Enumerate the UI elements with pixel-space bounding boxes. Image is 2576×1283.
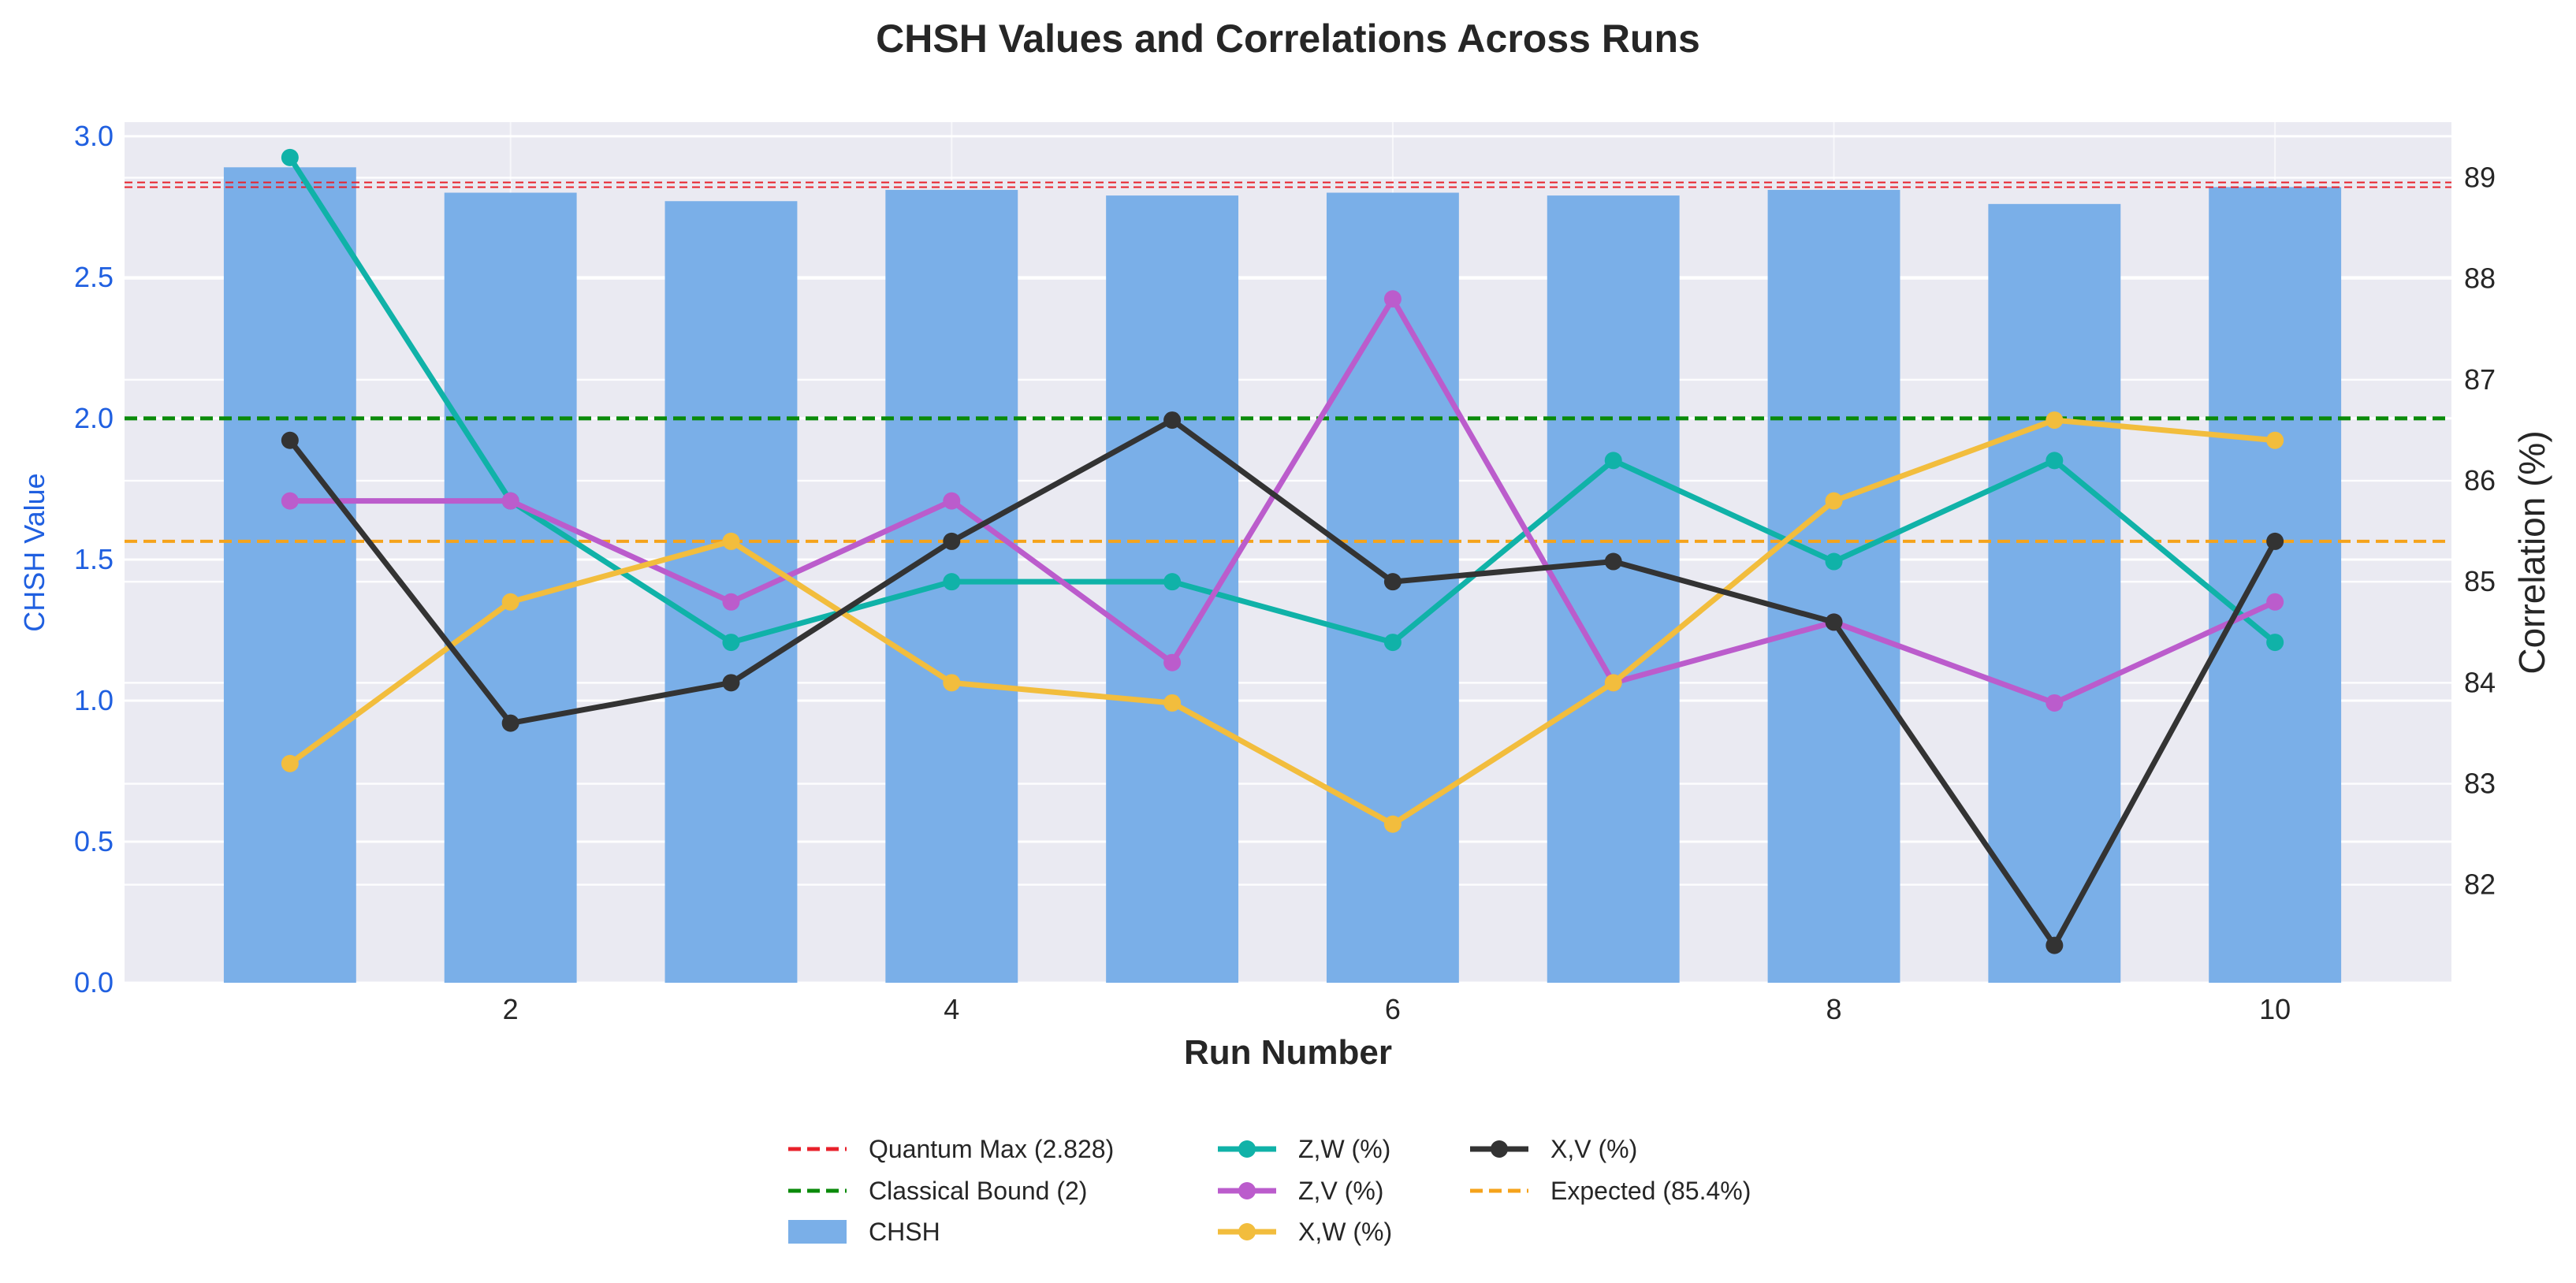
series-3-point-7 <box>1604 552 1622 571</box>
chart-title: CHSH Values and Correlations Across Runs <box>876 17 1700 61</box>
y-left-tick-0: 0.0 <box>74 966 114 999</box>
series-line-1 <box>289 296 2276 706</box>
x-tick-0: 2 <box>503 993 519 1025</box>
series-2-point-1 <box>281 754 299 772</box>
x-tick-2: 6 <box>1385 993 1401 1025</box>
series-1-point-3 <box>722 593 740 611</box>
series-3-point-4 <box>943 532 961 550</box>
series-0-point-5 <box>1163 573 1182 591</box>
legend-xw: X,W (%) <box>1218 1218 1392 1246</box>
legend-classical-bound-label: Classical Bound (2) <box>869 1177 1087 1205</box>
y-axis-left-label: CHSH Value <box>18 473 50 631</box>
series-1-point-9 <box>2046 694 2064 712</box>
series-0-point-9 <box>2046 452 2064 470</box>
bars <box>223 167 2342 984</box>
bar-run-3 <box>664 201 798 984</box>
legend-chsh: CHSH <box>788 1218 940 1246</box>
series-0-point-4 <box>943 573 961 591</box>
y-right-tick-0: 82 <box>2464 868 2496 901</box>
bar-run-7 <box>1547 195 1680 984</box>
bar-run-8 <box>1767 189 1900 984</box>
legend-zv-label: Z,V (%) <box>1298 1177 1383 1205</box>
series-0-point-6 <box>1383 634 1402 652</box>
y-right-tick-1: 83 <box>2464 768 2496 800</box>
series-3-point-2 <box>501 714 519 732</box>
legend-xv: X,V (%) <box>1470 1135 1637 1163</box>
series-2-point-4 <box>943 674 961 692</box>
series-0-point-10 <box>2266 634 2284 652</box>
legend-expected-label: Expected (85.4%) <box>1550 1177 1751 1205</box>
legend-xw-marker <box>1238 1223 1256 1240</box>
series-2-point-6 <box>1383 815 1402 833</box>
y-left-tick-3: 1.5 <box>74 543 114 575</box>
series-1-point-2 <box>501 492 519 510</box>
series-3-point-3 <box>722 674 740 692</box>
y-right-tick-3: 85 <box>2464 565 2496 597</box>
legend-chsh-patch <box>788 1220 847 1244</box>
series-line-2 <box>288 417 2276 827</box>
series-1-point-6 <box>1383 290 1402 308</box>
legend-xw-label: X,W (%) <box>1298 1218 1392 1246</box>
legend-classical-bound: Classical Bound (2) <box>788 1177 1087 1205</box>
legend-zw-label: Z,W (%) <box>1298 1135 1390 1163</box>
legend: Quantum Max (2.828) Classical Bound (2) CH… <box>788 1135 1751 1246</box>
series-1-point-1 <box>281 492 299 510</box>
series-1-point-4 <box>943 492 961 510</box>
y-right-tick-5: 87 <box>2464 363 2496 396</box>
y-left-tick-4: 2.0 <box>74 402 114 434</box>
y-right-tick-7: 89 <box>2464 161 2496 193</box>
series-2-point-7 <box>1604 674 1622 692</box>
y-right-tick-4: 86 <box>2464 464 2496 496</box>
legend-expected: Expected (85.4%) <box>1470 1177 1751 1205</box>
series-0-point-8 <box>1825 552 1843 571</box>
bar-run-1 <box>223 167 356 983</box>
x-tick-1: 4 <box>944 993 959 1025</box>
legend-xv-label: X,V (%) <box>1550 1135 1637 1163</box>
y-right-tick-2: 84 <box>2464 666 2496 698</box>
y-right-tick-6: 88 <box>2464 262 2496 295</box>
x-tick-4: 10 <box>2259 993 2291 1025</box>
bar-run-10 <box>2209 187 2342 983</box>
bar-run-9 <box>1988 203 2121 984</box>
series-3-point-9 <box>2046 936 2064 954</box>
series-3-point-10 <box>2266 532 2284 550</box>
series-2-point-9 <box>2046 411 2064 430</box>
legend-xv-marker <box>1491 1140 1508 1158</box>
series-0-point-7 <box>1604 452 1622 470</box>
x-axis-label: Run Number <box>1184 1033 1392 1072</box>
legend-zw: Z,W (%) <box>1218 1135 1390 1163</box>
legend-quantum-max-label: Quantum Max (2.828) <box>869 1135 1114 1163</box>
series-1-point-5 <box>1163 653 1182 671</box>
y-left-tick-5: 2.5 <box>74 261 114 293</box>
legend-zv: Z,V (%) <box>1218 1177 1383 1205</box>
legend-quantum-max: Quantum Max (2.828) <box>788 1135 1114 1163</box>
series-3-point-1 <box>281 431 299 449</box>
x-tick-3: 8 <box>1826 993 1842 1025</box>
series-3-point-6 <box>1383 573 1402 591</box>
series-2-point-10 <box>2266 431 2284 449</box>
y-axis-right-label: Correlation (%) <box>2511 430 2552 674</box>
y-left-tick-1: 0.5 <box>74 825 114 857</box>
series-2-point-2 <box>501 593 519 611</box>
series-0-point-3 <box>722 634 740 652</box>
series-3-point-5 <box>1163 411 1182 430</box>
series-2-point-3 <box>722 532 740 550</box>
series-0-point-1 <box>281 148 299 166</box>
y-left-tick-6: 3.0 <box>74 120 114 152</box>
series-1-point-10 <box>2266 593 2284 611</box>
tick-labels: 0.0 0.5 1.0 1.5 2.0 2.5 3.0 82 83 84 85 86 87 88 89 2 4 6… <box>74 120 2496 1025</box>
series-2-point-5 <box>1163 694 1182 712</box>
series-lines <box>281 148 2284 954</box>
legend-zv-marker <box>1238 1182 1256 1199</box>
legend-zw-marker <box>1238 1140 1256 1158</box>
series-2-point-8 <box>1825 492 1843 510</box>
legend-chsh-label: CHSH <box>869 1218 940 1246</box>
y-left-tick-2: 1.0 <box>74 684 114 716</box>
series-3-point-8 <box>1825 613 1843 631</box>
series-line-3 <box>288 417 2278 949</box>
